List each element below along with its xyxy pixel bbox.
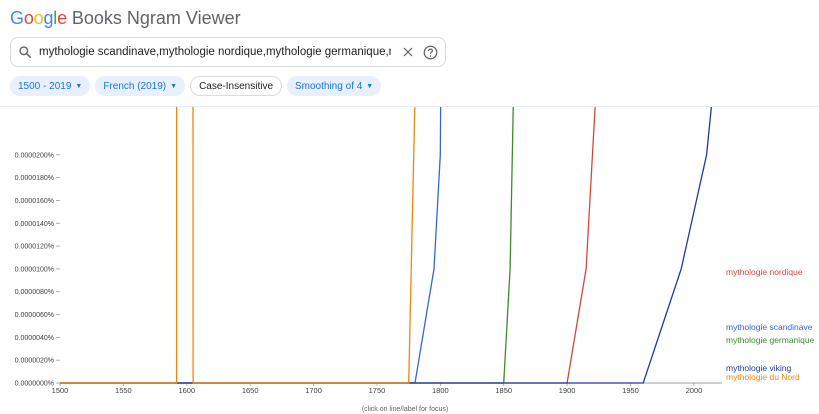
series-label[interactable]: mythologie scandinave [726,322,813,332]
y-tick-label: 0.0000200% [15,152,54,159]
search-icon[interactable] [11,45,39,59]
divider [0,106,819,107]
chart-lines [60,107,718,384]
smoothing-label: Smoothing of 4 [295,80,363,92]
y-tick-label: 0.0000000% [15,381,54,388]
x-tick-label: 1900 [559,386,576,395]
date-range-chip[interactable]: 1500 - 2019 ▼ [10,76,91,96]
y-tick-label: 0.0000160% [15,198,54,205]
clear-icon[interactable] [397,46,419,58]
x-tick-label: 1550 [115,386,132,395]
x-tick-label: 1950 [622,386,639,395]
x-tick-label: 1650 [242,386,259,395]
x-tick-label: 1600 [178,386,195,395]
x-tick-label: 1700 [305,386,322,395]
ngram-chart: 0.0000000% 0.0000020% 0.0000040% 0.0000060%… [15,107,815,413]
google-logo[interactable]: Google [10,7,67,28]
search-input[interactable] [39,46,391,58]
y-tick-label: 0.0000180% [15,175,54,182]
y-tick-label: 0.0000060% [15,312,54,319]
corpus-label: French (2019) [103,80,167,92]
y-tick-label: 0.0000120% [15,244,54,251]
caret-down-icon: ▼ [170,82,178,90]
series-line[interactable] [60,107,718,384]
series-label[interactable]: mythologie nordique [726,267,803,277]
series-line[interactable] [60,107,718,384]
chart-hint: (click on line/label for focus) [362,406,448,413]
series-label[interactable]: mythologie viking [726,363,791,373]
chart-axes: 0.0000000% 0.0000020% 0.0000040% 0.0000060%… [15,152,722,395]
caret-down-icon: ▼ [366,82,374,90]
series-line[interactable] [60,107,718,384]
case-insensitive-chip[interactable]: Case-Insensitive [190,76,282,96]
y-tick-label: 0.0000080% [15,289,54,296]
x-tick-label: 2000 [686,386,703,395]
smoothing-chip[interactable]: Smoothing of 4 ▼ [287,76,382,96]
series-line[interactable] [60,107,718,384]
chart-series-labels: mythologie nordique mythologie scandinave… [726,267,815,382]
x-tick-label: 1800 [432,386,449,395]
caret-down-icon: ▼ [75,82,83,90]
case-insensitive-label: Case-Insensitive [199,80,273,92]
x-tick-label: 1500 [52,386,69,395]
series-label[interactable]: mythologie germanique [726,335,815,345]
y-tick-label: 0.0000040% [15,335,54,342]
series-line[interactable] [60,107,718,384]
filter-chips: 1500 - 2019 ▼ French (2019) ▼ Case-Insensi… [10,76,382,96]
y-tick-label: 0.0000020% [15,358,54,365]
series-label[interactable]: mythologie du Nord [726,372,800,382]
help-icon[interactable] [419,45,441,60]
x-tick-label: 1750 [369,386,386,395]
search-box[interactable] [10,37,446,67]
app-header: Google Books Ngram Viewer [10,6,241,30]
date-range-label: 1500 - 2019 [18,80,72,92]
corpus-chip[interactable]: French (2019) ▼ [95,76,186,96]
product-title: Books Ngram Viewer [71,7,241,28]
y-tick-label: 0.0000100% [15,266,54,273]
y-tick-label: 0.0000140% [15,221,54,228]
x-tick-label: 1850 [495,386,512,395]
